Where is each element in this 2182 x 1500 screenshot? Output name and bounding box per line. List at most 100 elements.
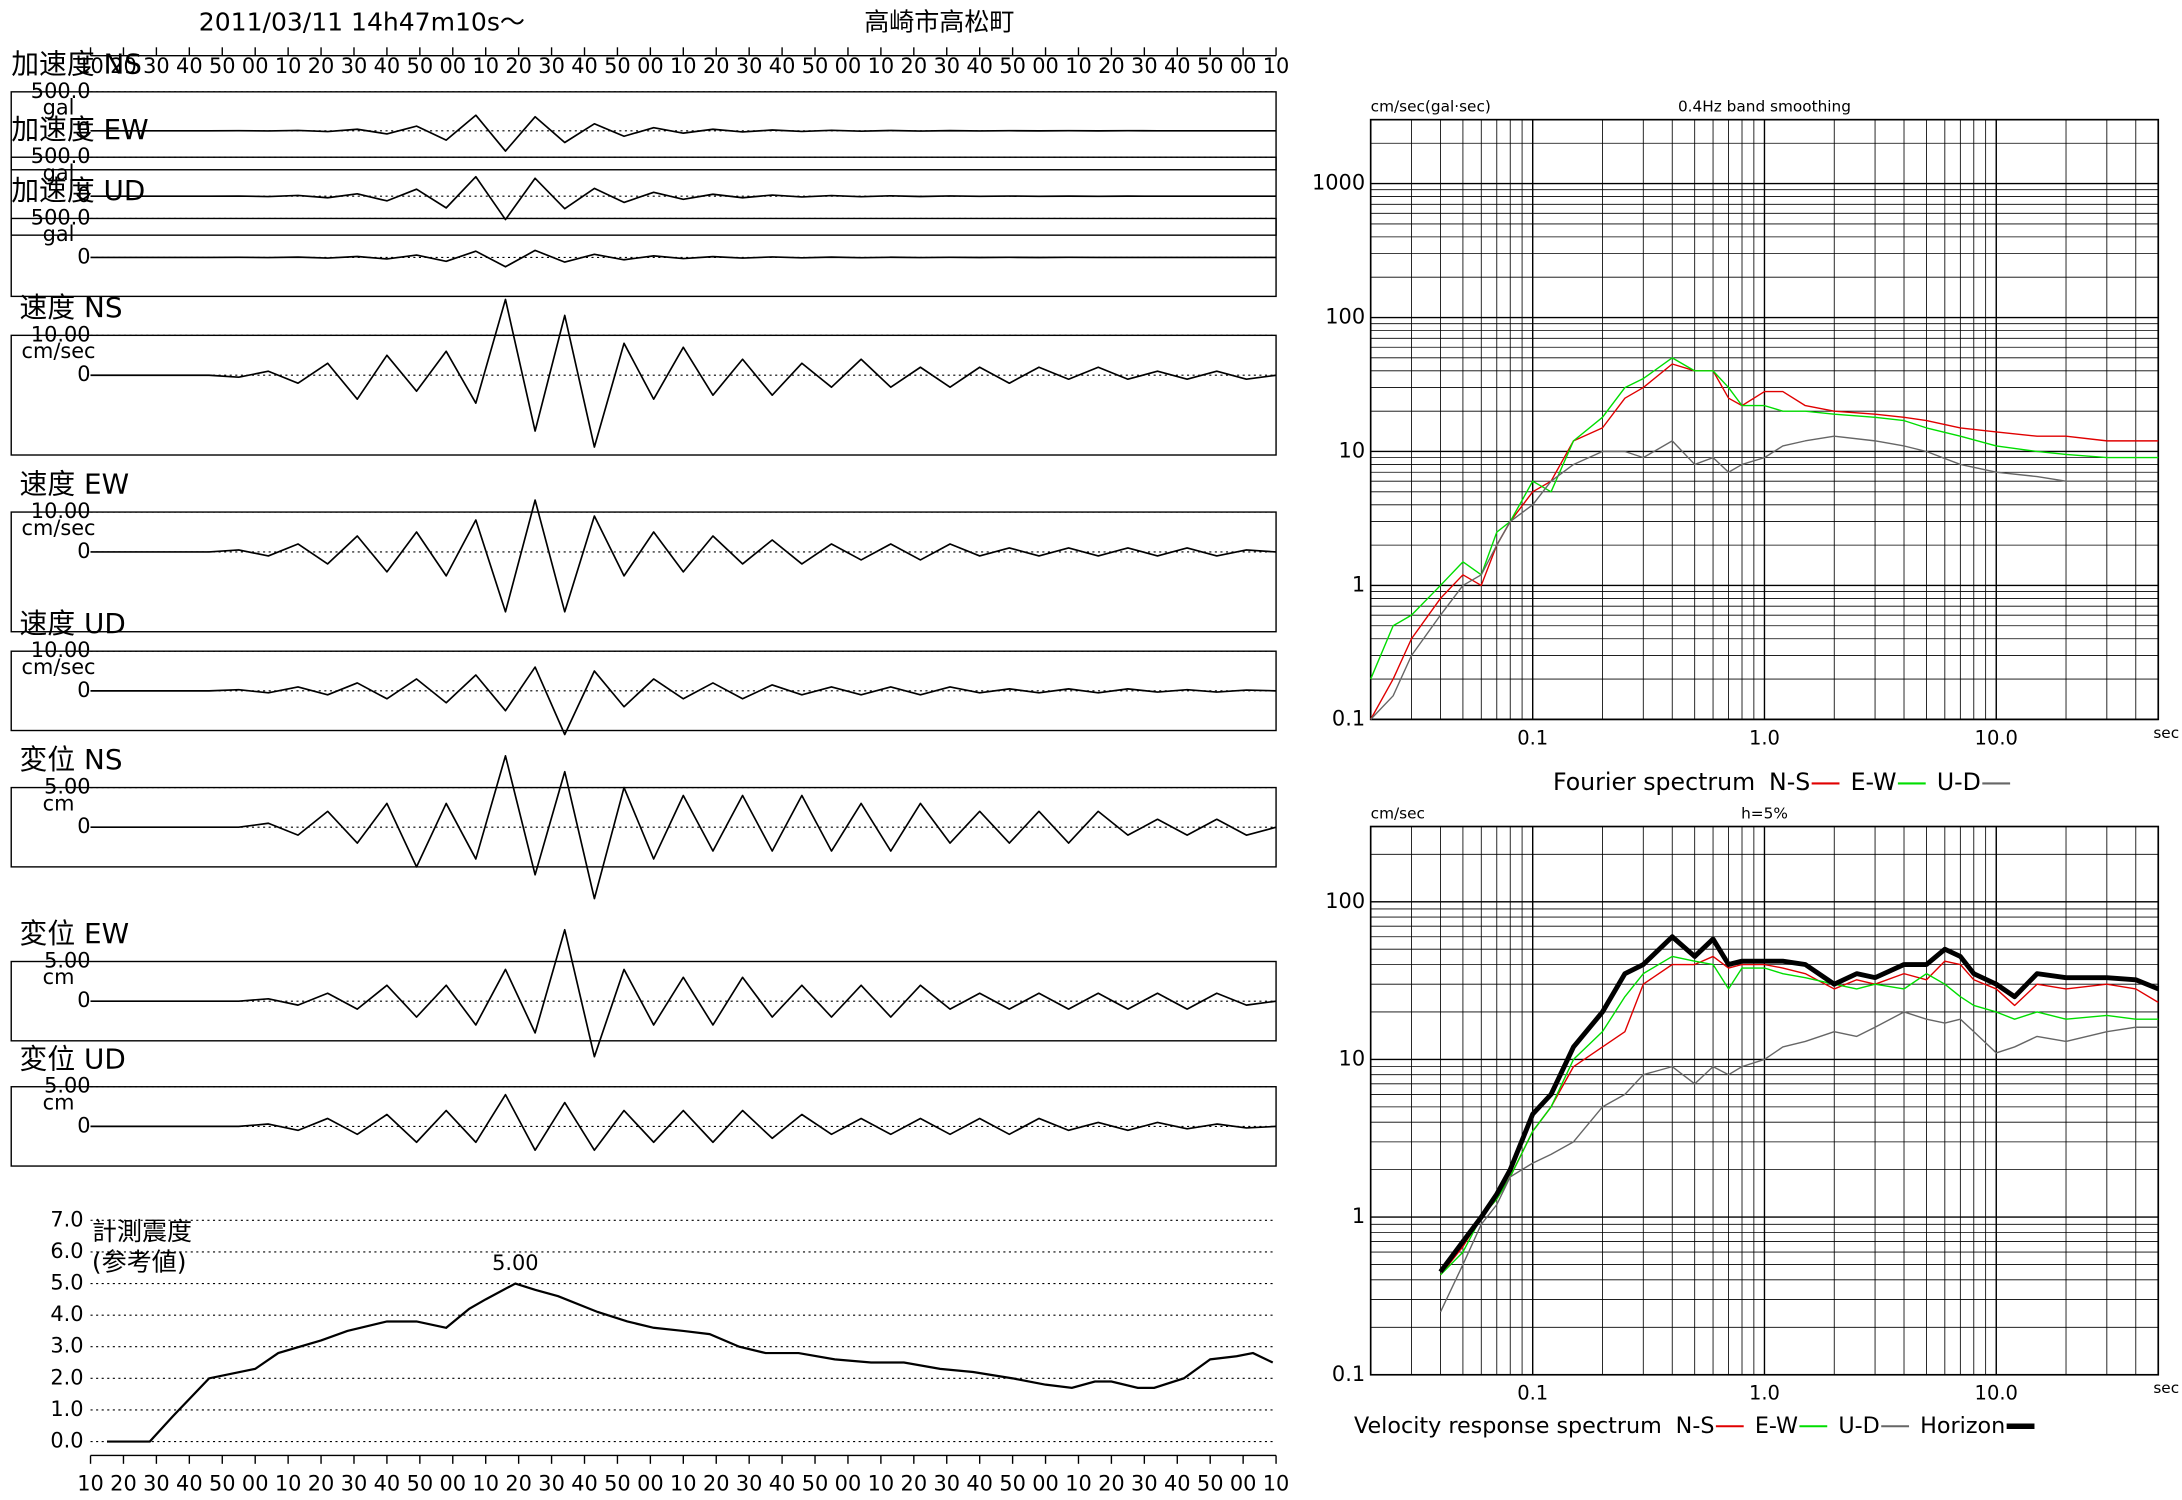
- y-tick-label: 10.00: [31, 638, 91, 662]
- panel-title: 速度 NS: [20, 291, 123, 324]
- x-tick-label: 30: [341, 54, 368, 78]
- x-tick-label: 20: [901, 1472, 928, 1496]
- x-tick-label: 00: [440, 1472, 467, 1496]
- x-tick-label: 10: [1065, 54, 1092, 78]
- x-tick-label: 10: [1065, 1472, 1092, 1496]
- chart-subtitle: 0.4Hz band smoothing: [1678, 98, 1851, 116]
- x-tick-label: 00: [637, 54, 664, 78]
- x-tick-label: 30: [143, 1472, 170, 1496]
- y-tick-label: 7.0: [50, 1207, 83, 1231]
- chart-subtitle: h=5%: [1741, 805, 1788, 823]
- unit-label: cm: [43, 965, 75, 989]
- y-tick-label: 10.00: [31, 499, 91, 523]
- x-tick-label: 40: [176, 1472, 203, 1496]
- spectrum-line: [1438, 934, 2160, 1274]
- x-tick-label: 40: [1164, 1472, 1191, 1496]
- x-tick-label: 20: [308, 54, 335, 78]
- x-tick-label: 10: [868, 54, 895, 78]
- legend-label: Horizon: [1920, 1413, 2005, 1439]
- y-tick-label: 500.0: [31, 205, 91, 229]
- x-tick-label: 40: [571, 54, 598, 78]
- waveform-trace: [90, 175, 1277, 221]
- intensity-line: [106, 1282, 1274, 1443]
- x-tick-label: 20: [703, 1472, 730, 1496]
- x-tick-label: 10: [275, 1472, 302, 1496]
- waveform-trace: [90, 114, 1277, 152]
- x-tick-label: 10: [670, 54, 697, 78]
- y-tick-label: 10: [1339, 1046, 1366, 1070]
- x-tick-label: 10: [670, 1472, 697, 1496]
- unit-label: cm/sec: [22, 516, 96, 540]
- y-tick-label: 0: [77, 539, 90, 563]
- unit-label: gal: [43, 96, 75, 120]
- y-tick-label: 6.0: [50, 1239, 83, 1263]
- unit-label: gal: [43, 161, 75, 185]
- legend-title: Velocity response spectrum: [1354, 1413, 1662, 1439]
- x-tick-label: 50: [604, 1472, 631, 1496]
- x-tick-label: 30: [1131, 1472, 1158, 1496]
- y-tick-label: 500.0: [31, 79, 91, 103]
- panel-title: 加速度 EW: [11, 113, 148, 146]
- x-tick-label: 30: [933, 1472, 960, 1496]
- waveform-trace: [90, 249, 1277, 268]
- spectrum-line: [1439, 1011, 2159, 1313]
- y-tick-label: 10.00: [31, 322, 91, 346]
- y-tick-label: 0: [77, 244, 90, 268]
- x-tick-label: 50: [1197, 54, 1224, 78]
- station-name: 高崎市高松町: [864, 8, 1014, 37]
- panel-title: 変位 EW: [20, 917, 130, 950]
- x-tick-label: 00: [835, 1472, 862, 1496]
- x-tick-label: 00: [242, 1472, 269, 1496]
- x-tick-label: 30: [538, 54, 565, 78]
- x-tick-label: 1.0: [1749, 726, 1780, 749]
- x-tick-label: 10: [77, 54, 104, 78]
- panel-title: 速度 UD: [20, 607, 126, 640]
- panel-title: 変位 UD: [20, 1042, 126, 1075]
- y-tick-label: 0: [77, 814, 90, 838]
- spectrum-line: [1370, 435, 2159, 720]
- x-tick-label: 40: [176, 54, 203, 78]
- y-axis-label: cm/sec: [1371, 805, 1425, 823]
- y-tick-label: 10: [1339, 438, 1366, 462]
- x-tick-label: 30: [933, 54, 960, 78]
- panel-frame: [10, 511, 1277, 633]
- x-tick-label: 40: [1164, 54, 1191, 78]
- unit-label: cm/sec: [22, 339, 96, 363]
- x-tick-label: 20: [703, 54, 730, 78]
- waveform-trace: [90, 755, 1277, 900]
- x-tick-label: 10: [1263, 1472, 1290, 1496]
- y-tick-label: 5.0: [50, 1271, 83, 1295]
- x-tick-label: 50: [999, 54, 1026, 78]
- x-tick-label: 40: [769, 1472, 796, 1496]
- legend-label: N-S: [1769, 768, 1810, 796]
- legend-label: E-W: [1851, 768, 1897, 796]
- y-tick-label: 0: [77, 118, 90, 142]
- x-tick-label: 10: [472, 1472, 499, 1496]
- y-tick-label: 1: [1352, 1204, 1365, 1228]
- unit-label: gal: [43, 222, 75, 246]
- legend-label: U-D: [1937, 768, 1981, 796]
- y-axis-label: cm/sec(gal·sec): [1371, 98, 1491, 116]
- panel-frame: [10, 334, 1277, 456]
- x-tick-label: 00: [440, 54, 467, 78]
- y-tick-label: 100: [1325, 889, 1365, 913]
- y-tick-label: 0: [77, 988, 90, 1012]
- y-tick-label: 2.0: [50, 1365, 83, 1389]
- x-tick-label: 50: [802, 1472, 829, 1496]
- x-axis-label: sec: [2153, 1379, 2179, 1397]
- x-tick-label: 00: [1230, 54, 1257, 78]
- legend-label: N-S: [1676, 1413, 1715, 1439]
- x-tick-label: 40: [374, 1472, 401, 1496]
- x-tick-label: 20: [110, 1472, 137, 1496]
- y-tick-label: 5.00: [44, 1074, 90, 1098]
- x-tick-label: 00: [1230, 1472, 1257, 1496]
- waveform-trace: [90, 298, 1277, 448]
- legend-title: Fourier spectrum: [1553, 768, 1755, 796]
- x-tick-label: 10.0: [1975, 726, 2018, 749]
- x-tick-label: 20: [505, 54, 532, 78]
- y-tick-label: 0.1: [1332, 706, 1365, 730]
- waveform-trace: [90, 499, 1277, 613]
- x-axis-label: sec: [2153, 724, 2179, 742]
